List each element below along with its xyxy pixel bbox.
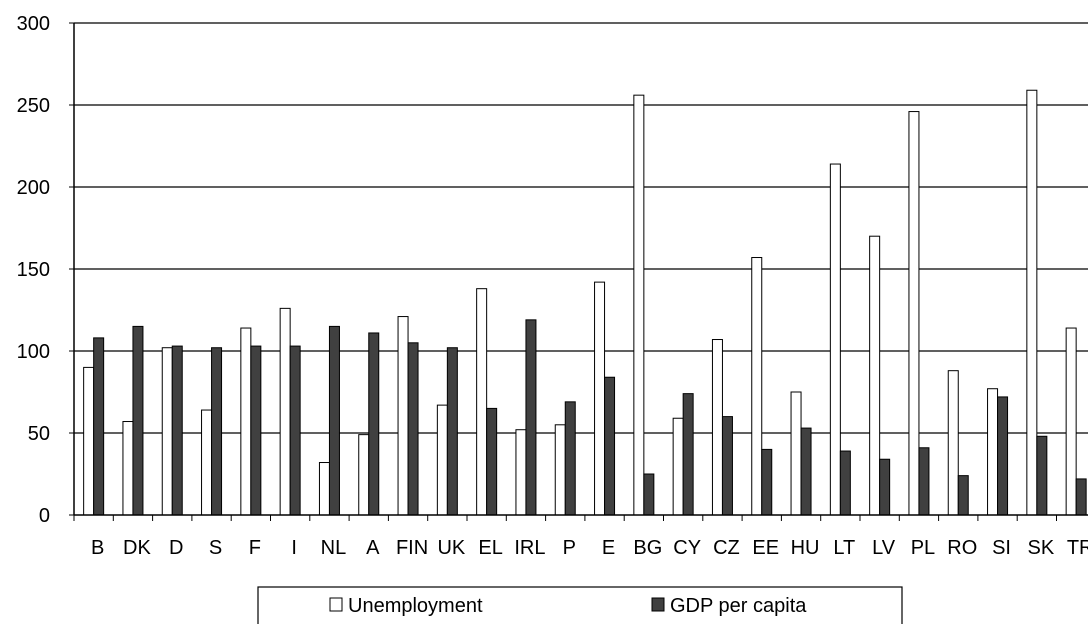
legend-box [257, 586, 903, 624]
bar-gdp-per-capita-p [564, 401, 576, 516]
bar-gdp-per-capita-d [171, 345, 183, 516]
bar-gdp-per-capita-irl [525, 319, 537, 516]
bar-unemployment-uk [436, 404, 448, 516]
bar-gdp-per-capita-nl [328, 325, 340, 516]
bar-gdp-per-capita-b [93, 337, 105, 516]
bar-gdp-per-capita-hu [800, 427, 812, 516]
x-tick-label-i: I [291, 537, 297, 559]
bar-unemployment-hu [790, 391, 802, 516]
legend-swatch-unemployment [329, 597, 343, 612]
x-tick-label-el: EL [478, 537, 502, 559]
legend-swatch-gdp [651, 597, 665, 612]
x-tick-label-dk: DK [123, 537, 151, 559]
bar-unemployment-lv [869, 235, 881, 516]
bar-unemployment-b [83, 366, 95, 516]
bar-unemployment-ee [751, 257, 763, 516]
bar-unemployment-cy [672, 417, 684, 516]
bar-gdp-per-capita-uk [446, 347, 458, 516]
x-tick-label-p: P [563, 537, 576, 559]
x-tick-label-cy: CY [673, 537, 701, 559]
x-tick-label-nl: NL [321, 537, 347, 559]
bar-gdp-per-capita-bg [643, 473, 655, 516]
bar-gdp-per-capita-dk [132, 325, 144, 516]
y-tick-label: 150 [17, 259, 50, 281]
y-tick-label: 0 [39, 505, 50, 527]
legend: Unemployment GDP per capita [257, 586, 903, 624]
bar-unemployment-cz [711, 339, 723, 516]
bar-gdp-per-capita-sk [1036, 435, 1048, 516]
x-tick-label-hu: HU [791, 537, 820, 559]
x-tick-label-ee: EE [752, 537, 779, 559]
bar-unemployment-e [594, 281, 606, 516]
bar-gdp-per-capita-si [997, 396, 1009, 516]
legend-label-unemployment: Unemployment [348, 595, 483, 617]
bar-unemployment-i [279, 307, 291, 516]
bar-gdp-per-capita-cz [721, 416, 733, 516]
x-tick-label-ro: RO [947, 537, 977, 559]
bar-gdp-per-capita-pl [918, 447, 930, 516]
bar-unemployment-sk [1026, 89, 1038, 516]
bar-unemployment-p [554, 424, 566, 516]
bar-unemployment-irl [515, 429, 527, 516]
bar-unemployment-a [358, 434, 370, 516]
x-tick-label-sk: SK [1028, 537, 1055, 559]
bar-gdp-per-capita-a [368, 332, 380, 516]
bar-unemployment-nl [318, 462, 330, 516]
bar-unemployment-s [201, 409, 213, 516]
bar-unemployment-el [476, 288, 488, 516]
x-tick-label-irl: IRL [514, 537, 545, 559]
gridlines [74, 22, 1088, 434]
x-tick-label-a: A [366, 537, 380, 559]
x-tick-label-b: B [91, 537, 104, 559]
x-tick-label-tr: TR [1067, 537, 1088, 559]
x-tick-label-fin: FIN [396, 537, 428, 559]
x-tick-label-bg: BG [633, 537, 662, 559]
bar-gdp-per-capita-el [486, 407, 498, 516]
x-tick-label-f: F [249, 537, 261, 559]
axes [69, 22, 1088, 521]
x-tick-label-si: SI [992, 537, 1011, 559]
legend-label-gdp: GDP per capita [670, 595, 807, 617]
bar-unemployment-tr [1065, 327, 1077, 516]
bar-unemployment-dk [122, 421, 134, 516]
bar-unemployment-fin [397, 316, 409, 516]
x-tick-label-lt: LT [833, 537, 855, 559]
bar-gdp-per-capita-f [250, 345, 262, 516]
y-tick-label: 100 [17, 341, 50, 363]
x-tick-label-s: S [209, 537, 222, 559]
bar-unemployment-f [240, 327, 252, 516]
bars [83, 89, 1087, 516]
bar-unemployment-ro [947, 370, 959, 516]
y-tick-labels: 0 50 100 150 200 250 300 [17, 13, 50, 527]
bar-gdp-per-capita-lv [879, 458, 891, 516]
bar-gdp-per-capita-ee [761, 448, 773, 516]
y-tick-label: 250 [17, 95, 50, 117]
y-tick-label: 50 [28, 423, 50, 445]
x-tick-label-lv: LV [872, 537, 896, 559]
bar-gdp-per-capita-e [604, 376, 616, 516]
bar-unemployment-pl [908, 111, 920, 516]
bar-unemployment-lt [829, 163, 841, 516]
x-tick-labels: B DK D S F I NL A FIN UK EL IRL P E BG CY CZ EE HU LT LV PL RO… [91, 537, 1088, 559]
bar-gdp-per-capita-ro [957, 475, 969, 516]
bar-gdp-per-capita-i [289, 345, 301, 516]
x-tick-label-uk: UK [437, 537, 465, 559]
bar-gdp-per-capita-cy [682, 393, 694, 516]
bar-gdp-per-capita-s [211, 347, 223, 516]
x-tick-label-d: D [169, 537, 183, 559]
bar-gdp-per-capita-lt [839, 450, 851, 516]
bar-gdp-per-capita-fin [407, 342, 419, 516]
x-tick-label-pl: PL [911, 537, 935, 559]
bar-unemployment-si [987, 388, 999, 516]
x-tick-label-cz: CZ [713, 537, 740, 559]
y-tick-label: 200 [17, 177, 50, 199]
bar-unemployment-bg [633, 94, 645, 516]
y-tick-label: 300 [17, 13, 50, 35]
bar-unemployment-d [161, 347, 173, 516]
bar-gdp-per-capita-tr [1075, 478, 1087, 516]
x-tick-label-e: E [602, 537, 615, 559]
